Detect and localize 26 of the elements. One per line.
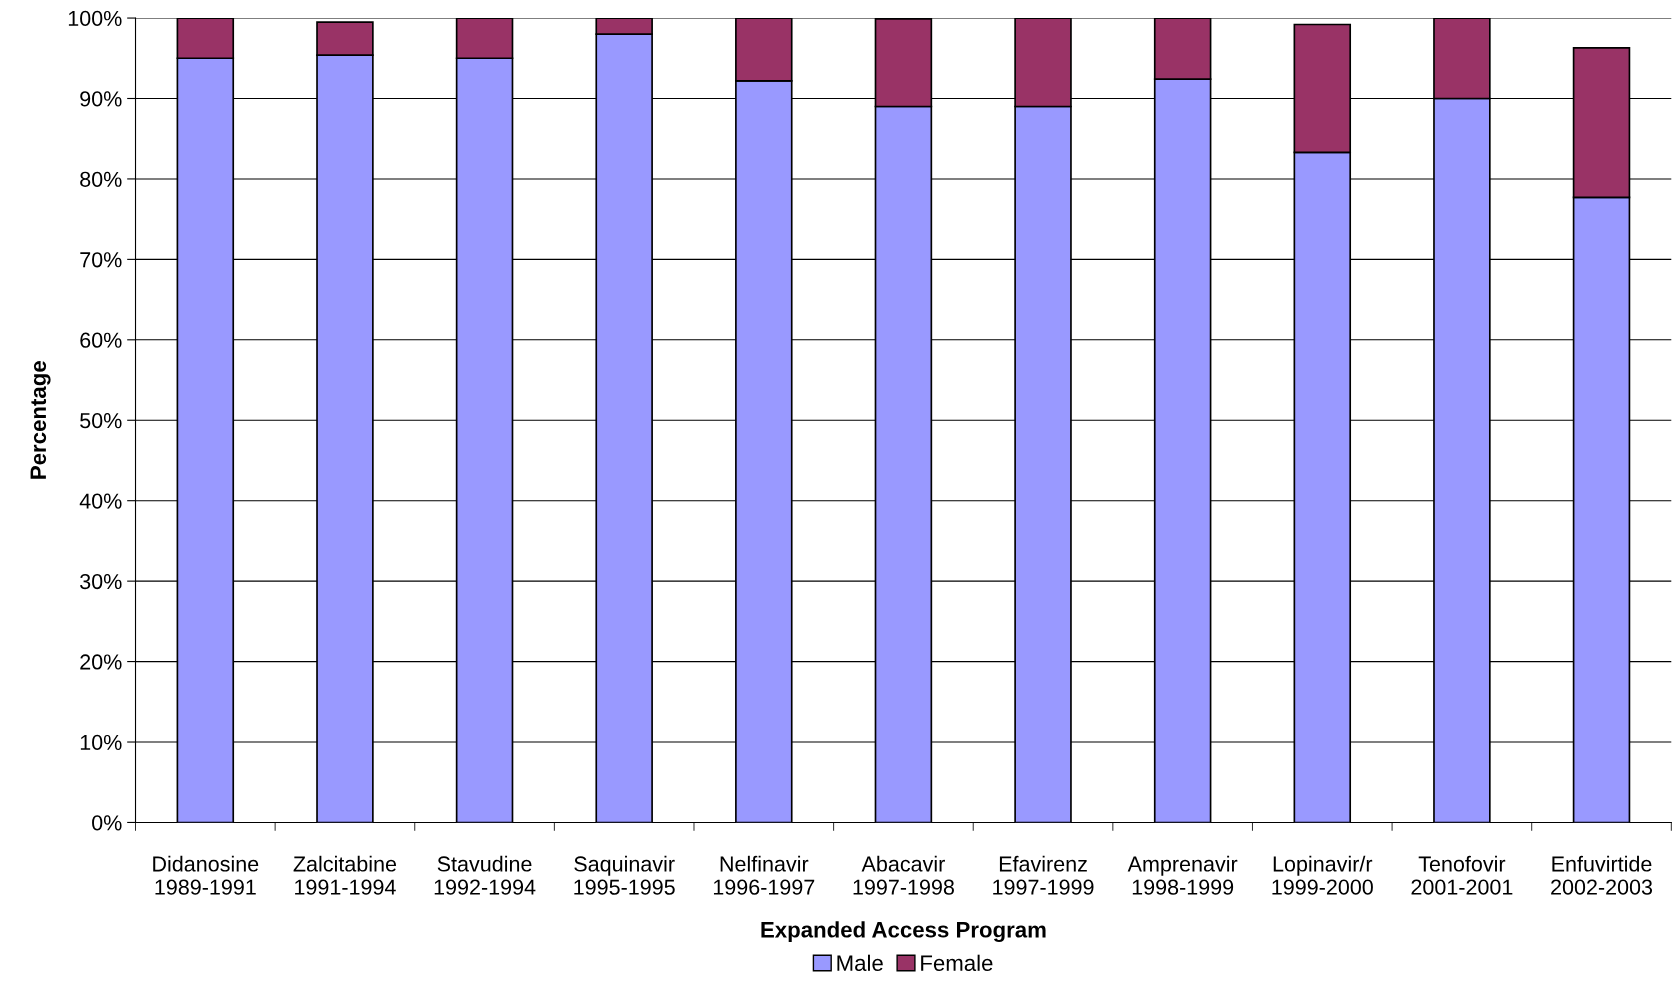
y-tick-label: 90% (80, 91, 122, 107)
x-axis-title: Expanded Access Program (761, 921, 1046, 943)
y-tick-label: 0% (92, 815, 122, 831)
y-tick-label: 20% (80, 654, 122, 670)
y-tick-label: 100% (68, 10, 122, 27)
legend-label: Female (921, 954, 993, 972)
x-tick-label: Lopinavir/r 1999-2000 (1272, 855, 1373, 895)
x-tick-label: Tenofovir 2001-2001 (1411, 855, 1513, 895)
y-tick-label: 50% (80, 413, 122, 429)
y-tick-label: 40% (79, 493, 122, 509)
x-tick-label: Amprenavir 1998-1999 (1127, 855, 1238, 895)
x-tick-label: Stavudine 1992-1994 (434, 855, 536, 895)
x-tick-label: Didanosine 1989-1991 (153, 855, 259, 895)
y-tick-label: 80% (80, 171, 122, 187)
x-tick-label: Enfuvirtide 2002-2003 (1551, 855, 1653, 895)
y-tick-label: 60% (80, 332, 122, 348)
x-tick-label: Nelfinavir 1996-1997 (713, 855, 815, 895)
y-axis-title: Percentage (30, 361, 51, 479)
legend-label: Male (837, 954, 883, 972)
x-tick-label: Abacavir 1997-1998 (853, 855, 954, 895)
y-tick-label: 30% (80, 573, 122, 590)
y-tick-label: 70% (80, 252, 122, 268)
x-tick-label: Efavirenz 1997-1999 (993, 855, 1094, 895)
x-tick-label: Zalcitabine 1991-1994 (293, 855, 397, 895)
y-tick-label: 10% (80, 734, 122, 751)
x-tick-label: Saquinavir 1995-1995 (574, 855, 675, 895)
